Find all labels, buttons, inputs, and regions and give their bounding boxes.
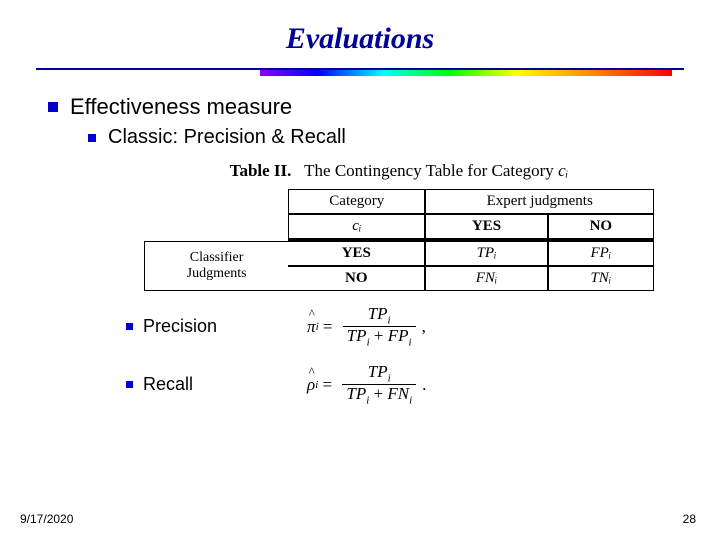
table-caption-label: Table II. [230,161,292,180]
table-caption: Table II. The Contingency Table for Cate… [144,161,654,181]
square-bullet-icon [126,381,133,388]
contingency-table: Category Expert judgments cᵢ YES NO Clas… [144,189,654,291]
table-cell-yes-row: YES [288,241,425,266]
formula-lhs-rho: ρ [307,375,315,395]
footer-date: 9/17/2020 [20,512,73,526]
precision-label: Precision [143,316,217,337]
contingency-table-block: Table II. The Contingency Table for Cate… [144,161,654,291]
square-bullet-icon [126,323,133,330]
bullet-2-text: Classic: Precision & Recall [108,126,346,149]
table-head-category: Category [288,189,425,214]
table-row: cᵢ YES NO [144,214,654,239]
table-caption-text: The Contingency Table for Category [304,161,554,180]
table-cell-ci: cᵢ [288,214,425,239]
recall-row: Recall ρi = TPi TPi + FNi . [48,363,672,407]
table-row: Category Expert judgments [144,189,654,214]
page-title: Evaluations [0,0,720,56]
footer-page-number: 28 [683,512,696,526]
precision-formula: πi = TPi TPi + FPi , [307,305,426,349]
content-area: Effectiveness measure Classic: Precision… [0,76,720,407]
table-head-expert: Expert judgments [425,189,654,214]
table-cell-fp: FPᵢ [548,241,654,266]
table-row: ClassifierJudgments YES TPᵢ FPᵢ [144,241,654,266]
table-cell-tn: TNᵢ [548,266,654,291]
square-bullet-icon [88,134,96,142]
precision-fraction: TPi TPi + FPi [343,305,416,349]
table-cell-yes: YES [425,214,547,239]
table-cell-tp: TPᵢ [425,241,547,266]
bullet-level-3: Precision [126,316,217,337]
precision-row: Precision πi = TPi TPi + FPi , [48,305,672,349]
recall-label: Recall [143,374,193,395]
bullet-level-1: Effectiveness measure [48,94,672,120]
table-rowlabel-classifier: ClassifierJudgments [144,241,288,291]
bullet-level-2: Classic: Precision & Recall [88,126,672,149]
table-cell-fn: FNᵢ [425,266,547,291]
formula-lhs-pi: π [307,317,316,337]
square-bullet-icon [48,102,58,112]
table-caption-var: cᵢ [558,161,568,180]
recall-formula: ρi = TPi TPi + FNi . [307,363,426,407]
bullet-level-3: Recall [126,374,193,395]
table-cell-no-row: NO [288,266,425,291]
bullet-1-text: Effectiveness measure [70,94,292,120]
table-cell-no: NO [548,214,654,239]
recall-fraction: TPi TPi + FNi [342,363,416,407]
